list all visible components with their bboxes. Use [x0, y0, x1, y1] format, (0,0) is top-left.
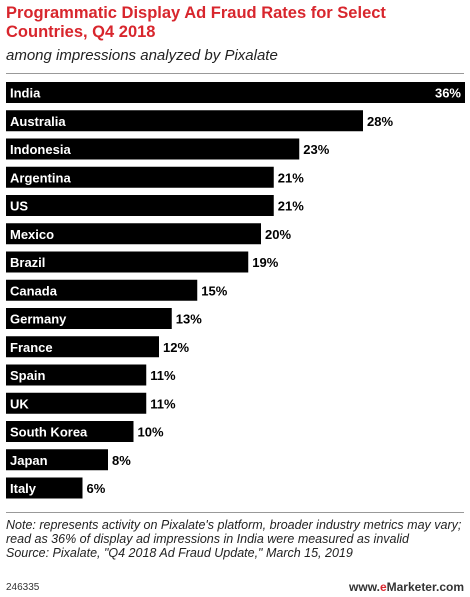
value-label: 23%: [303, 142, 329, 157]
category-label: India: [10, 86, 41, 101]
value-label: 11%: [150, 368, 176, 383]
bar-canada: [6, 279, 198, 301]
category-label: France: [10, 340, 53, 355]
bar-us: [6, 195, 274, 216]
chart-subtitle: among impressions analyzed by Pixalate: [6, 47, 278, 64]
bottom-divider: [6, 512, 464, 513]
category-label: South Korea: [10, 425, 88, 440]
category-label: Canada: [10, 283, 58, 298]
category-label: US: [10, 199, 28, 214]
value-label: 21%: [278, 199, 304, 214]
bar-india: [6, 82, 465, 103]
category-label: Spain: [10, 368, 45, 383]
category-label: Argentina: [10, 170, 71, 185]
bar-australia: [6, 110, 363, 132]
bar-italy: [6, 477, 83, 499]
value-label: 12%: [163, 340, 189, 355]
category-label: UK: [10, 396, 29, 411]
value-label: 28%: [367, 114, 393, 129]
category-label: Italy: [10, 481, 37, 496]
note-text: Note: represents activity on Pixalate's …: [6, 518, 462, 546]
value-label: 13%: [176, 312, 202, 327]
chart-notes: Note: represents activity on Pixalate's …: [6, 518, 466, 560]
value-label: 11%: [150, 396, 176, 411]
category-label: Japan: [10, 453, 48, 468]
category-label: Australia: [10, 114, 66, 129]
bar-indonesia: [6, 138, 300, 160]
brand-prefix: www.: [349, 580, 380, 594]
category-label: Indonesia: [10, 142, 71, 157]
bar-germany: [6, 308, 172, 329]
category-label: Mexico: [10, 227, 54, 242]
value-label: 6%: [87, 481, 106, 496]
chart-title: Programmatic Display Ad Fraud Rates for …: [6, 4, 386, 41]
chart-id: 246335: [6, 582, 40, 593]
bar-japan: [6, 449, 108, 471]
value-label: 21%: [278, 170, 304, 185]
bar-brazil: [6, 251, 249, 273]
category-label: Germany: [10, 312, 67, 327]
brand-logo: www.eMarketer.com: [349, 580, 464, 594]
value-label: 19%: [252, 255, 278, 270]
bar-spain: [6, 364, 147, 386]
bar-south-korea: [6, 421, 134, 442]
source-text: Source: Pixalate, "Q4 2018 Ad Fraud Upda…: [6, 546, 353, 560]
brand-rest: Marketer.com: [386, 580, 464, 594]
bar-uk: [6, 392, 147, 414]
value-label: 8%: [112, 453, 131, 468]
bar-argentina: [6, 166, 274, 188]
bar-mexico: [6, 223, 261, 245]
bar-chart: India 36% Australia 28% Indonesia 23% Argentin…: [6, 82, 465, 513]
brand-e: e: [379, 580, 387, 594]
value-label: 20%: [265, 227, 291, 242]
value-label: 10%: [138, 425, 164, 440]
value-label: 15%: [201, 283, 227, 298]
bar-france: [6, 336, 159, 358]
top-divider: [6, 73, 464, 74]
category-label: Brazil: [10, 255, 45, 270]
value-label: 36%: [435, 86, 461, 101]
